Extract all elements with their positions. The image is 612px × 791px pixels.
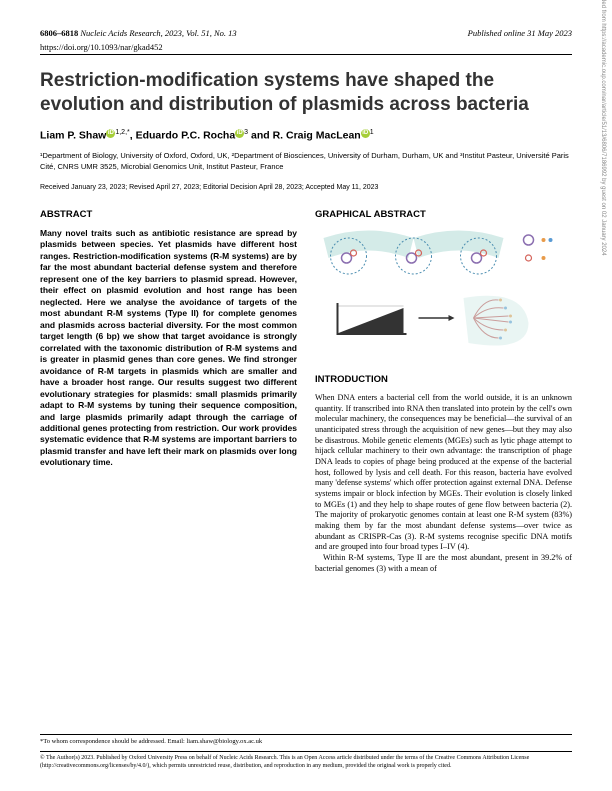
journal-info: Nucleic Acids Research, 2023, Vol. 51, N…	[80, 28, 236, 38]
orcid-icon[interactable]: iD	[106, 129, 115, 138]
footer-rule-2	[40, 751, 572, 752]
affiliations: ¹Department of Biology, University of Ox…	[40, 151, 572, 172]
introduction-heading: INTRODUCTION	[315, 374, 572, 385]
page-footer: *To whom correspondence should be addres…	[40, 734, 572, 771]
page-range: 6806–6818	[40, 28, 78, 38]
correspondence: *To whom correspondence should be addres…	[40, 738, 572, 745]
author-1-aff: 1,2,*	[115, 129, 129, 136]
copyright: © The Author(s) 2023. Published by Oxfor…	[40, 755, 572, 771]
download-watermark: Downloaded from https://academic.oup.com…	[600, 0, 606, 255]
introduction-text: When DNA enters a bacterial cell from th…	[315, 393, 572, 574]
article-title: Restriction-modification systems have sh…	[40, 69, 572, 117]
orcid-icon[interactable]: iD	[361, 129, 370, 138]
intro-p1: When DNA enters a bacterial cell from th…	[315, 393, 572, 553]
footer-rule-1	[40, 734, 572, 735]
header-rule	[40, 54, 572, 55]
intro-p2: Within R-M systems, Type II are the most…	[315, 553, 572, 574]
author-2: Eduardo P.C. Rocha	[136, 129, 236, 141]
author-1: Liam P. Shaw	[40, 129, 106, 141]
graphical-abstract-heading: GRAPHICAL ABSTRACT	[315, 209, 572, 220]
orcid-icon[interactable]: iD	[235, 129, 244, 138]
running-header: 6806–6818 Nucleic Acids Research, 2023, …	[40, 28, 572, 38]
right-column: GRAPHICAL ABSTRACT	[315, 209, 572, 574]
article-dates: Received January 23, 2023; Revised April…	[40, 184, 572, 191]
left-column: ABSTRACT Many novel traits such as antib…	[40, 209, 297, 574]
author-list: Liam P. ShawiD1,2,*, Eduardo P.C. Rochai…	[40, 129, 572, 142]
abstract-text: Many novel traits such as antibiotic res…	[40, 228, 297, 469]
abstract-heading: ABSTRACT	[40, 209, 297, 220]
pub-date: Published online 31 May 2023	[468, 28, 572, 38]
doi-link[interactable]: https://doi.org/10.1093/nar/gkad452	[40, 42, 572, 52]
author-3-aff: 1	[370, 129, 374, 136]
author-3: R. Craig MacLean	[273, 129, 361, 141]
author-2-aff: 3	[244, 129, 248, 136]
graphical-abstract-figure	[315, 228, 572, 358]
